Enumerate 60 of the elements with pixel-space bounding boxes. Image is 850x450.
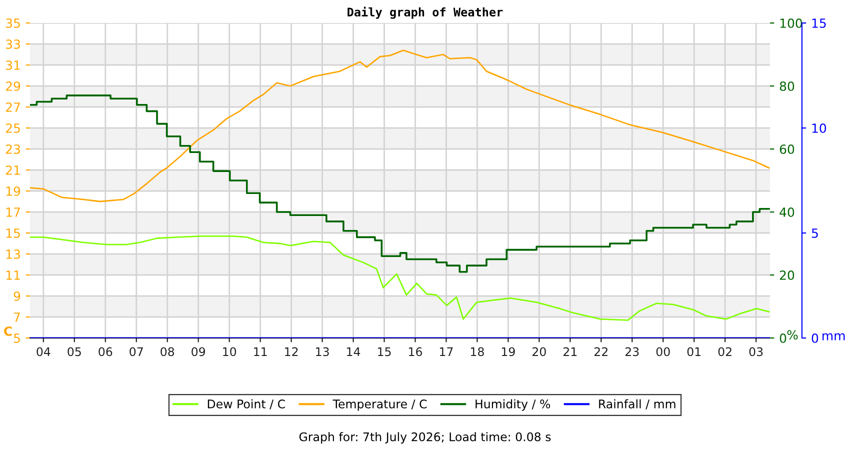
x-tick-label: 00 — [656, 347, 670, 356]
y-tick-label: 23 — [6, 144, 20, 154]
y-tick-label: 15 — [6, 228, 20, 238]
y-tick-label: 5 — [14, 334, 20, 343]
y-tick-label: 13 — [6, 249, 20, 259]
x-tick-label: 11 — [254, 347, 267, 356]
x-tick-label: 09 — [192, 347, 206, 356]
y3-tick-label: 15 — [812, 18, 826, 28]
y-tick-label: 21 — [6, 165, 20, 175]
x-tick-label: 03 — [749, 347, 763, 356]
x-tick-label: 13 — [316, 347, 329, 356]
y-tick-label: 9 — [14, 291, 20, 301]
y2-tick-label: 80 — [780, 81, 794, 91]
y2-tick-label: 20 — [780, 270, 794, 280]
y-tick-label: 25 — [6, 123, 20, 133]
x-tick-label: 20 — [532, 347, 546, 356]
chart-title: Daily graph of Weather — [348, 6, 503, 19]
x-tick-label: 18 — [470, 347, 484, 356]
x-tick-label: 01 — [687, 347, 701, 356]
legend-label: Dew Point / C — [208, 399, 285, 410]
legend-label: Humidity / % — [476, 399, 550, 411]
x-tick-label: 12 — [285, 347, 298, 356]
x-tick-label: 15 — [378, 347, 391, 356]
y3-tick-label: 0 — [812, 333, 818, 343]
x-tick-label: 08 — [160, 347, 174, 356]
y3-tick-label: 10 — [812, 123, 826, 133]
x-tick-label: 02 — [718, 347, 732, 356]
line-series — [30, 235, 770, 321]
y-tick-label: 33 — [6, 39, 20, 49]
y2-tick-label: 60 — [780, 144, 794, 154]
y-tick-label: 29 — [6, 81, 20, 91]
x-tick-label: 21 — [564, 347, 577, 356]
y-axis-title: C — [4, 326, 12, 336]
x-tick-label: 19 — [502, 347, 515, 356]
y2-axis-title: % — [787, 330, 798, 340]
y2-tick-label: 40 — [780, 207, 794, 217]
legend-label: Temperature / C — [332, 399, 427, 411]
y-tick-label: 31 — [6, 60, 20, 70]
y-tick-label: 27 — [6, 102, 20, 112]
y-tick-label: 19 — [6, 186, 20, 196]
y-tick-label: 35 — [6, 18, 20, 28]
y2-tick-label: 100 — [780, 18, 802, 28]
x-tick-label: 14 — [347, 347, 360, 356]
x-tick-label: 06 — [98, 347, 112, 356]
x-tick-label: 07 — [130, 347, 143, 356]
y-tick-label: 17 — [6, 208, 20, 217]
x-tick-label: 17 — [440, 347, 453, 356]
y3-tick-label: 5 — [812, 228, 818, 238]
text: Graph for: 7th July 2026; Load time: 0.08 s — [299, 432, 551, 444]
legend-label: Rainfall / mm — [599, 399, 676, 410]
x-tick-label: 23 — [625, 347, 639, 356]
x-tick-label: 10 — [223, 347, 236, 356]
y-tick-label: 7 — [14, 312, 20, 322]
y2-tick-label: 0 — [780, 333, 786, 343]
x-tick-label: 05 — [68, 347, 81, 356]
y-tick-label: 11 — [6, 270, 20, 280]
x-tick-label: 22 — [594, 347, 608, 356]
x-tick-label: 16 — [409, 347, 422, 356]
x-tick-label: 04 — [36, 347, 50, 356]
y3-axis-title: mm — [822, 333, 845, 340]
